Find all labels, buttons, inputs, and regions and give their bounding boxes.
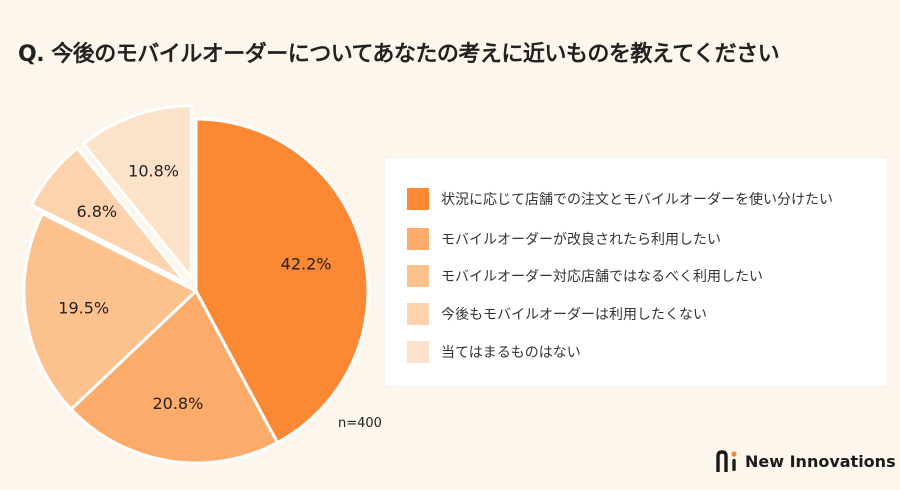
pie-slice	[69, 289, 279, 465]
legend-swatch	[407, 265, 429, 287]
legend-swatch	[407, 188, 429, 210]
slice-value-label: 6.8%	[76, 202, 117, 221]
legend-swatch	[407, 303, 429, 325]
sample-size-label: n=400	[338, 416, 382, 431]
slice-value-label: 10.8%	[128, 162, 179, 181]
legend-label: モバイルオーダーが改良されたら利用したい	[441, 232, 721, 248]
pie-slice	[22, 212, 198, 411]
legend-swatch	[407, 341, 429, 363]
pie-slice	[29, 146, 187, 284]
legend-item: モバイルオーダー対応店舗ではなるべく利用したい	[407, 265, 763, 287]
legend-label: 今後もモバイルオーダーは利用したくない	[441, 307, 707, 323]
chart-title: Q. 今後のモバイルオーダーについてあなたの考えに近いものを教えてください	[18, 42, 780, 67]
ni-logo-icon	[716, 450, 737, 472]
brand-name: New Innovations	[745, 451, 896, 471]
slice-value-label: 20.8%	[152, 394, 203, 413]
slice-value-label: 42.2%	[281, 254, 332, 273]
legend-item: 当てはまるものはない	[407, 341, 581, 363]
pie-slice	[81, 104, 193, 280]
legend-item: 今後もモバイルオーダーは利用したくない	[407, 303, 707, 325]
legend-label: モバイルオーダー対応店舗ではなるべく利用したい	[441, 269, 763, 285]
legend-label: 状況に応じて店舗での注文とモバイルオーダーを使い分けたい	[441, 192, 833, 208]
slice-value-label: 19.5%	[58, 299, 109, 318]
legend-swatch	[407, 228, 429, 250]
legend-label: 当てはまるものはない	[441, 345, 581, 361]
brand: New Innovations	[716, 450, 896, 472]
legend-item: モバイルオーダーが改良されたら利用したい	[407, 228, 721, 250]
legend: 状況に応じて店舗での注文とモバイルオーダーを使い分けたい モバイルオーダーが改良…	[385, 158, 887, 386]
legend-item: 状況に応じて店舗での注文とモバイルオーダーを使い分けたい	[407, 188, 833, 210]
pie-slice	[194, 117, 370, 445]
